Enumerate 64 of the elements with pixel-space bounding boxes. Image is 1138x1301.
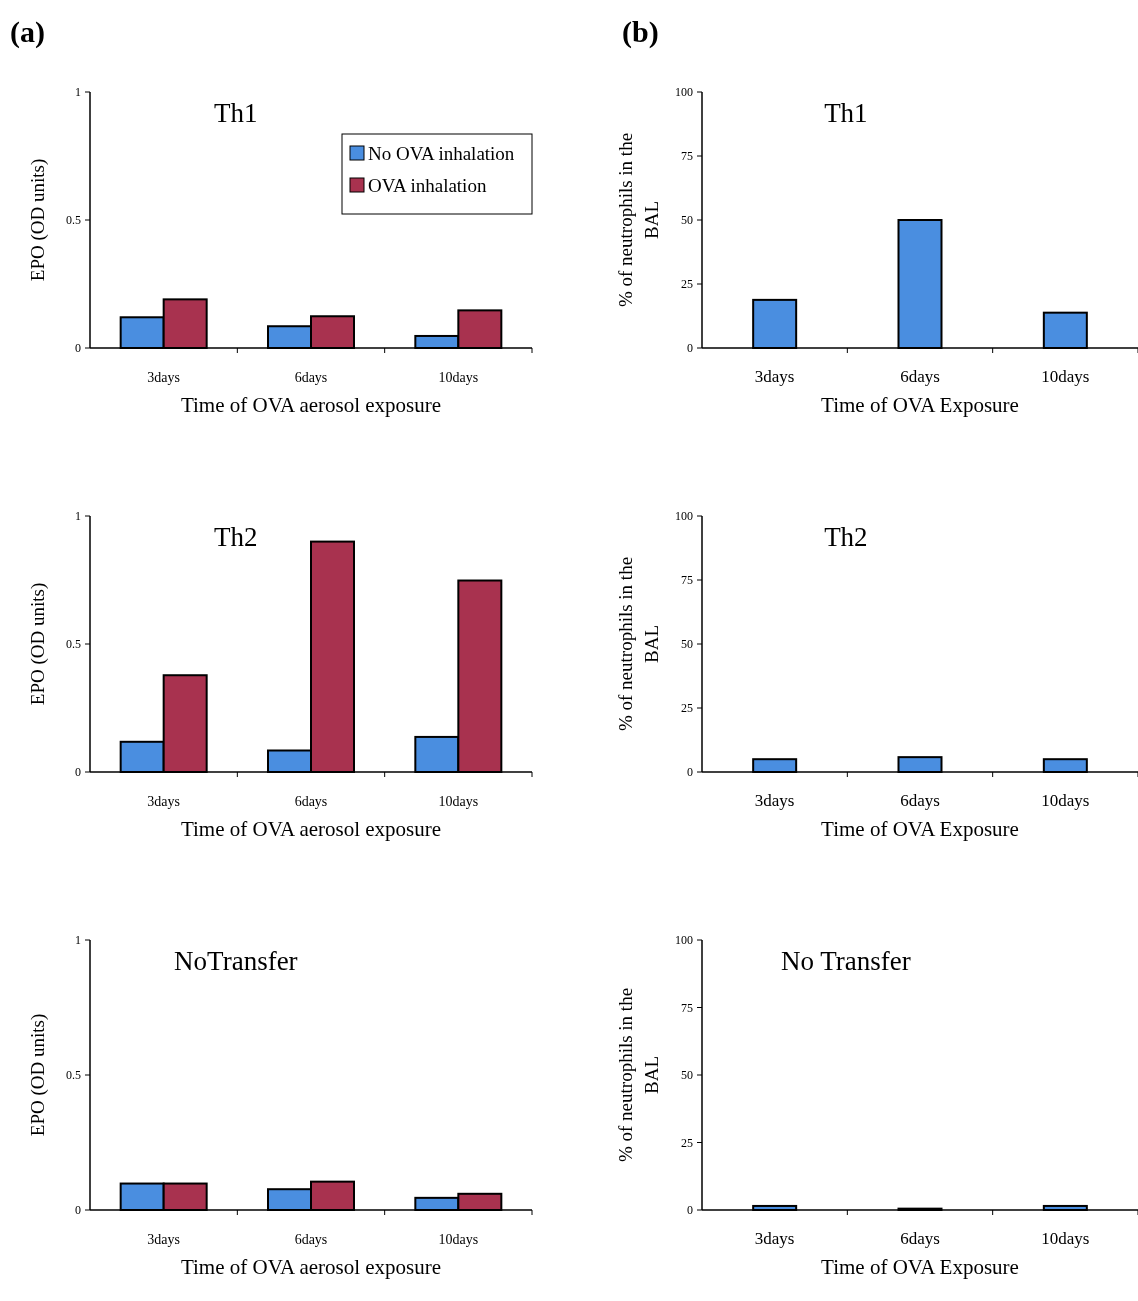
x-axis-title: Time of OVA Exposure — [821, 817, 1019, 841]
y-tick-label: 0.5 — [66, 637, 81, 652]
y-tick-label: 1 — [75, 85, 81, 100]
y-tick-label: 50 — [681, 213, 693, 228]
chart-title: NoTransfer — [174, 946, 298, 976]
y-tick-label: 0 — [75, 341, 81, 356]
x-tick-label: 10days — [438, 1232, 479, 1247]
legend-label: No OVA inhalation — [368, 142, 515, 164]
y-axis-title: EPO (OD units) — [27, 1013, 49, 1137]
x-tick-label: 6days — [900, 1229, 940, 1248]
x-axis-title: Time of OVA aerosol exposure — [180, 393, 442, 417]
y-tick-label: 0.5 — [66, 1068, 81, 1083]
x-tick-label: 10days — [438, 370, 479, 385]
y-tick-label: 1 — [75, 509, 81, 524]
y-tick-label: 50 — [681, 1068, 693, 1083]
x-tick-label: 3days — [754, 367, 795, 386]
y-axis-title: % of neutrophils in the BAL — [615, 132, 662, 308]
x-axis-title: Time of OVA Exposure — [821, 393, 1019, 417]
chart-title: Th1 — [214, 98, 258, 128]
y-tick-label: 0 — [75, 765, 81, 780]
x-tick-label: 10days — [438, 794, 479, 809]
x-tick-label: 6days — [294, 1232, 328, 1247]
x-tick-label: 3days — [754, 791, 795, 810]
text: (a) — [10, 15, 45, 49]
x-tick-label: 3days — [754, 1229, 795, 1248]
y-tick-label: 100 — [675, 509, 693, 524]
chart-title: Th2 — [214, 522, 258, 552]
y-tick-label: 25 — [681, 277, 693, 292]
x-tick-label: 10days — [1041, 1229, 1090, 1248]
chart-title: Th1 — [824, 98, 868, 128]
x-tick-label: 6days — [900, 367, 940, 386]
y-axis-title: EPO (OD units) — [27, 582, 49, 706]
y-axis-title: % of neutrophils in the BAL — [615, 987, 662, 1163]
x-tick-label: 6days — [900, 791, 940, 810]
x-tick-label: 10days — [1041, 367, 1090, 386]
y-tick-label: 0 — [75, 1203, 81, 1218]
y-tick-label: 100 — [675, 85, 693, 100]
y-tick-label: 25 — [681, 701, 693, 716]
y-tick-label: 1 — [75, 933, 81, 948]
legend-label: OVA inhalation — [368, 174, 487, 196]
y-tick-label: 75 — [681, 573, 693, 588]
x-axis-title: Time of OVA aerosol exposure — [180, 1255, 442, 1279]
y-tick-label: 0 — [687, 341, 693, 356]
y-axis-title: EPO (OD units) — [27, 158, 49, 282]
x-tick-label: 3days — [147, 1232, 180, 1247]
chart-title: No Transfer — [781, 946, 911, 976]
x-tick-label: 6days — [294, 794, 328, 809]
text: (b) — [622, 15, 659, 49]
y-axis-title: % of neutrophils in the BAL — [615, 556, 662, 732]
x-axis-title: Time of OVA aerosol exposure — [180, 817, 442, 841]
y-tick-label: 75 — [681, 1000, 693, 1015]
x-tick-label: 10days — [1041, 791, 1090, 810]
y-tick-label: 25 — [681, 1135, 693, 1150]
y-tick-label: 50 — [681, 637, 693, 652]
x-axis-title: Time of OVA Exposure — [821, 1255, 1019, 1279]
y-tick-label: 0.5 — [66, 213, 81, 228]
x-tick-label: 3days — [147, 370, 180, 385]
y-tick-label: 75 — [681, 149, 693, 164]
x-tick-label: 6days — [294, 370, 328, 385]
y-tick-label: 0 — [687, 765, 693, 780]
y-tick-label: 100 — [675, 933, 693, 948]
y-tick-label: 0 — [687, 1203, 693, 1218]
chart-title: Th2 — [824, 522, 868, 552]
x-tick-label: 3days — [147, 794, 180, 809]
